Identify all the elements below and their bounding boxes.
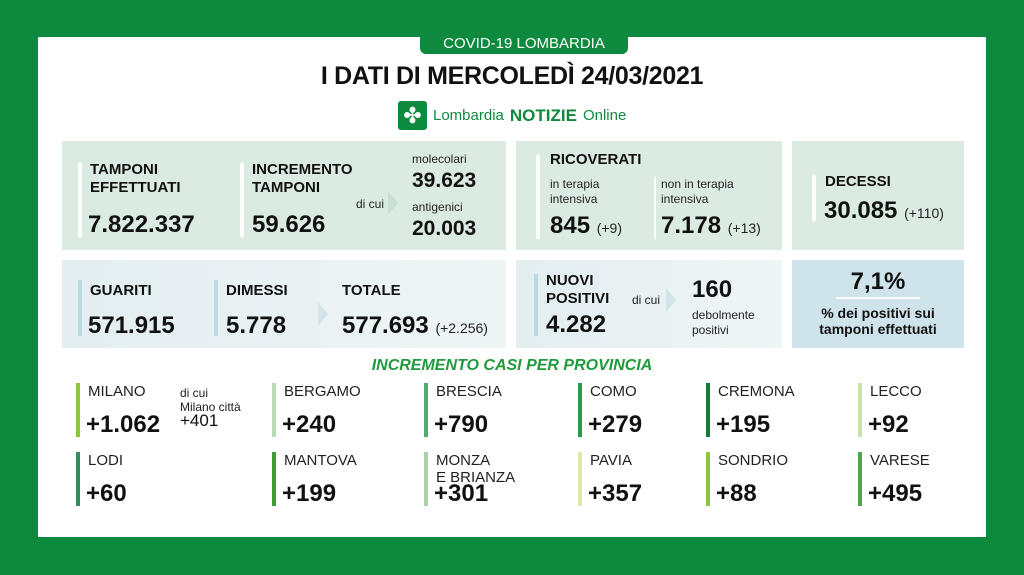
province-bar [578,452,582,506]
province-value: +1.062 [86,411,161,438]
logo: ✤ Lombardia NOTIZIE Online [398,101,626,130]
province-name: MANTOVA [284,452,357,469]
molecolari-value: 39.623 [412,169,477,192]
province-bar [858,383,862,437]
tamponi-panel: TAMPONI EFFETTUATI 7.822.337 INCREMENTO TA… [62,141,506,250]
province-como: COMO +279 [578,383,718,438]
antigenici-value: 20.003 [412,217,477,240]
debolmente-value: 160 [692,276,733,303]
province-brescia: BRESCIA +790 [424,383,564,438]
province-milano: MILANO +1.062 [76,383,216,438]
province-name: COMO [590,383,637,400]
ti-value: 845 (+9) [550,212,623,239]
province-value: +195 [716,411,771,438]
province-value: +495 [868,480,923,507]
province-pavia: PAVIA +357 [578,452,718,507]
logo-notizie: NOTIZIE [509,105,577,125]
province-value: +301 [434,480,489,507]
ricoverati-panel: RICOVERATI in terapia intensiva 845 (+9) … [516,141,782,250]
guariti-value: 571.915 [88,312,175,339]
debolmente-label: debolmente positivi [692,308,755,337]
province-cremona: CREMONA +195 [706,383,846,438]
province-name: SONDRIO [718,452,789,469]
dimessi-label: DIMESSI [226,282,288,299]
province-value: +60 [86,480,127,507]
province-bar [858,452,862,506]
molecolari-label: molecolari [412,152,467,166]
province-bar [76,383,80,437]
province-value: +279 [588,411,643,438]
province-value: +88 [716,480,757,507]
positivi-panel: NUOVI POSITIVI 4.282 di cui 160 debolment… [516,260,782,348]
province-value: +790 [434,411,489,438]
positivi-label: NUOVI POSITIVI [546,272,610,307]
province-name: LECCO [870,383,922,400]
province-bar [76,452,80,506]
arrow-icon [318,302,328,326]
province-bar [706,452,710,506]
province-value: +92 [868,411,909,438]
nti-label: non in terapia intensiva [661,177,734,206]
province-name: BRESCIA [436,383,502,400]
province-name: CREMONA [718,383,795,400]
arrow-icon [388,191,398,215]
tamponi-label: TAMPONI EFFETTUATI [90,161,181,196]
totale-label: TOTALE [342,282,401,299]
incremento-label: INCREMENTO TAMPONI [252,161,353,196]
lombardia-cross-icon: ✤ [398,101,427,130]
province-value: +199 [282,480,337,507]
rapporto-panel: 7,1% % dei positivi sui tamponi effettuat… [792,260,964,348]
positivi-value: 4.282 [546,311,607,338]
rapporto-label: % dei positivi sui tamponi effettuati [819,305,937,337]
province-bar [272,383,276,437]
province-mantova: MANTOVA +199 [272,452,412,507]
province-name: VARESE [870,452,930,469]
arrow-icon [666,288,676,312]
decessi-panel: DECESSI 30.085 (+110) [792,141,964,250]
province-sondrio: SONDRIO +88 [706,452,846,507]
header-tab: COVID-19 LOMBARDIA [420,33,628,54]
province-name: MONZA E BRIANZA [436,452,516,486]
province-bar [578,383,582,437]
province-lecco: LECCO +92 [858,383,998,438]
ricoverati-label: RICOVERATI [550,151,642,168]
guariti-panel: GUARITI 571.915 DIMESSI 5.778 TOTALE 577… [62,260,506,348]
decessi-label: DECESSI [825,173,891,190]
province-title: INCREMENTO CASI PER PROVINCIA [371,357,653,374]
province-name: LODI [88,452,124,469]
province-bar [424,383,428,437]
province-value: +240 [282,411,337,438]
province-bar [272,452,276,506]
page-title: I DATI DI MERCOLEDÌ 24/03/2021 [320,62,704,90]
rapporto-value: 7,1% [850,268,906,295]
nti-value: 7.178 (+13) [661,212,761,239]
ti-label: in terapia intensiva [550,177,600,206]
milano-citta: di cui Milano città +401 [180,386,241,430]
totale-value: 577.693 (+2.256) [342,312,488,339]
province-name: PAVIA [590,452,632,469]
province-lodi: LODI +60 [76,452,216,507]
decessi-value: 30.085 (+110) [824,197,944,224]
province-bar [424,452,428,506]
logo-online: Online [582,107,627,124]
province-monza-e-brianza: MONZA E BRIANZA +301 [424,452,564,507]
province-value: +357 [588,480,643,507]
dimessi-value: 5.778 [226,312,287,339]
tamponi-value: 7.822.337 [88,211,195,238]
logo-text: Lombardia [433,107,504,124]
antigenici-label: antigenici [412,200,463,214]
province-bergamo: BERGAMO +240 [272,383,412,438]
province-varese: VARESE +495 [858,452,998,507]
incremento-value: 59.626 [252,211,326,238]
province-bar [706,383,710,437]
province-name: MILANO [88,383,146,400]
di-cui-label: di cui [632,293,661,307]
guariti-label: GUARITI [90,282,152,299]
province-name: BERGAMO [284,383,361,400]
di-cui-label: di cui [356,197,385,211]
